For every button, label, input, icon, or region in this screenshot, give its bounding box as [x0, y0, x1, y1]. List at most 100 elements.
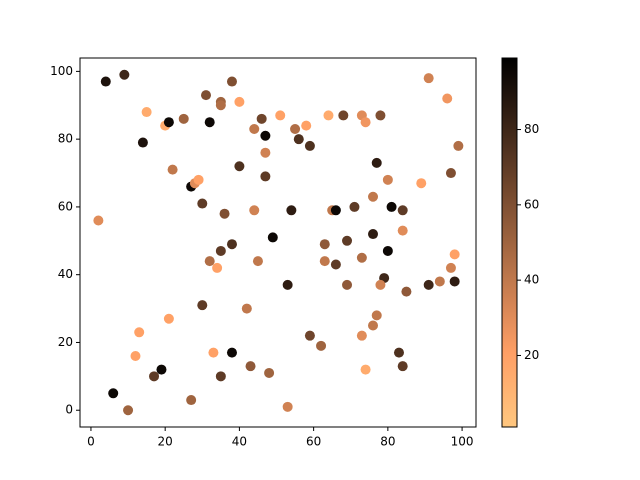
point: [342, 279, 353, 290]
plot-frame: [79, 57, 477, 428]
point: [349, 201, 360, 212]
y-tick-label: 60: [58, 199, 73, 213]
point: [423, 279, 434, 290]
point: [245, 361, 256, 372]
x-tick-label: 20: [158, 435, 173, 449]
point: [356, 330, 367, 341]
y-tick-label: 80: [58, 132, 73, 146]
point: [93, 215, 104, 226]
x-tick-label: 40: [232, 435, 247, 449]
point: [360, 117, 371, 128]
y-tick-label: 0: [65, 403, 73, 417]
point: [416, 178, 427, 189]
point: [226, 347, 237, 358]
point: [163, 313, 174, 324]
point: [382, 174, 393, 185]
point: [382, 245, 393, 256]
point: [123, 405, 134, 416]
y-tick-label: 20: [58, 335, 73, 349]
y-tick-label: 100: [50, 64, 73, 78]
point: [401, 286, 412, 297]
point: [197, 300, 208, 311]
point: [212, 262, 223, 273]
point: [360, 364, 371, 375]
point: [260, 171, 271, 182]
point: [275, 110, 286, 121]
point: [371, 310, 382, 321]
point: [197, 198, 208, 209]
point: [286, 205, 297, 216]
x-tick-label: 0: [87, 435, 95, 449]
point: [108, 388, 119, 399]
x-tick-label: 100: [451, 435, 474, 449]
point: [260, 147, 271, 158]
point: [393, 347, 404, 358]
colorbar-frame: [501, 57, 518, 428]
point: [137, 137, 148, 148]
point: [215, 371, 226, 382]
point: [267, 232, 278, 243]
colorbar-tick-label: 60: [524, 197, 539, 211]
point: [319, 256, 330, 267]
colorbar-tick-label: 40: [524, 273, 539, 287]
point: [186, 395, 197, 406]
point: [178, 113, 189, 124]
point: [234, 161, 245, 172]
point: [304, 140, 315, 151]
point: [163, 117, 174, 128]
point: [252, 256, 263, 267]
point: [193, 174, 204, 185]
point: [368, 191, 379, 202]
point: [453, 140, 464, 151]
point: [215, 100, 226, 111]
point: [208, 347, 219, 358]
colorbar-tick-label: 20: [524, 348, 539, 362]
point: [375, 279, 386, 290]
point: [442, 93, 453, 104]
colorbar: [502, 58, 517, 427]
point: [397, 225, 408, 236]
point: [293, 134, 304, 145]
point: [167, 164, 178, 175]
point: [445, 168, 456, 179]
point: [397, 361, 408, 372]
y-tick-label: 40: [58, 267, 73, 281]
point: [256, 113, 267, 124]
point: [330, 259, 341, 270]
point: [290, 123, 301, 134]
point: [386, 201, 397, 212]
point: [338, 110, 349, 121]
point: [371, 157, 382, 168]
point: [149, 371, 160, 382]
point: [445, 262, 456, 273]
x-tick-label: 80: [380, 435, 395, 449]
point: [204, 117, 215, 128]
point: [282, 401, 293, 412]
point: [249, 123, 260, 134]
point: [234, 96, 245, 107]
point: [323, 110, 334, 121]
point: [215, 245, 226, 256]
point: [264, 367, 275, 378]
colorbar-tick-label: 80: [524, 122, 539, 136]
point: [319, 239, 330, 250]
point: [134, 327, 145, 338]
point: [130, 351, 141, 362]
point: [330, 205, 341, 216]
x-tick-label: 60: [306, 435, 321, 449]
point: [204, 256, 215, 267]
point: [260, 130, 271, 141]
point: [375, 110, 386, 121]
point: [226, 239, 237, 250]
point: [282, 279, 293, 290]
point: [368, 229, 379, 240]
point: [219, 208, 230, 219]
point: [449, 249, 460, 260]
point: [141, 107, 152, 118]
point: [423, 73, 434, 84]
point: [356, 252, 367, 263]
point: [342, 235, 353, 246]
point: [301, 120, 312, 131]
